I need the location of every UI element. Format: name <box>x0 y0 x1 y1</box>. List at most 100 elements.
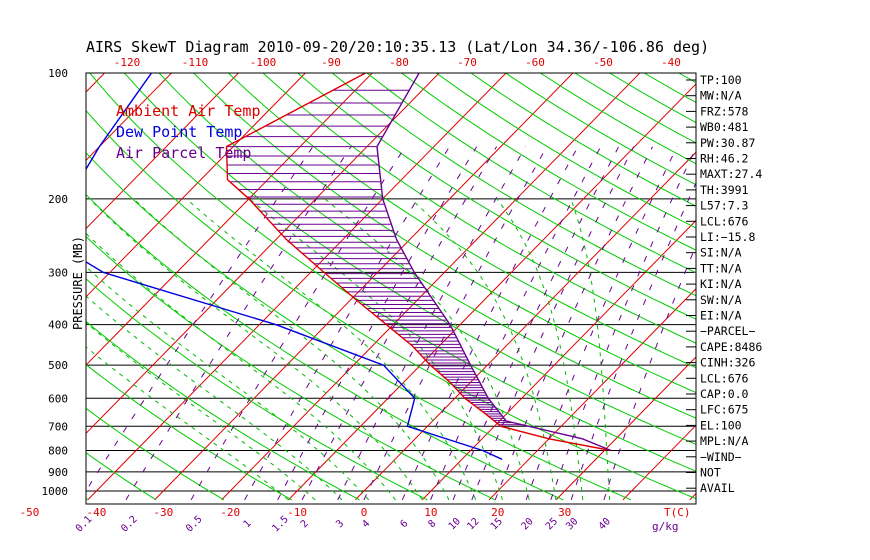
pressure-tick-label: 800 <box>48 444 68 457</box>
isotherm-line <box>86 73 307 298</box>
top-temperature-tick-label: -100 <box>250 56 277 69</box>
moist-adiabat-line <box>324 198 530 501</box>
top-temperature-tick-label: -110 <box>182 56 209 69</box>
mixing-ratio-tick-label: 12 <box>465 516 481 532</box>
moist-adiabat-line <box>248 198 503 501</box>
dry-adiabat-line <box>86 407 225 501</box>
legend: Ambient Air Temp Dew Point Temp Air Parcel… <box>116 102 261 162</box>
bottom-temperature-tick-label: -40 <box>86 506 106 519</box>
plot-grid <box>86 54 870 501</box>
mixing-ratio-line <box>301 146 498 501</box>
mixing-ratio-line <box>337 146 527 501</box>
bottom-temperature-tick-label: -30 <box>153 506 173 519</box>
mixing-ratio-tick-label: 1 <box>242 518 254 530</box>
index-label: SI:N/A <box>700 246 742 260</box>
isotherm-line <box>488 288 696 501</box>
pressure-tick-label: 400 <box>48 319 68 332</box>
index-label: TP:100 <box>700 73 742 87</box>
dry-adiabat-line <box>366 73 696 274</box>
top-temperature-axis-labels: -120 -110 -100 -90 -80 -70 -60 -50 -40 <box>114 56 681 69</box>
dry-adiabat-line <box>86 109 696 500</box>
index-label: SW:N/A <box>700 293 742 307</box>
pressure-tick-label: 700 <box>48 420 68 433</box>
index-label: CINH:326 <box>700 356 755 370</box>
moist-adiabat-line <box>410 198 557 500</box>
ambient-temperature-line <box>225 73 612 452</box>
mixing-ratio-tick-label: 0.2 <box>119 514 140 535</box>
pressure-tick-label: 500 <box>48 359 68 372</box>
moist-adiabat-line <box>86 266 370 501</box>
dry-adiabat-line <box>158 73 696 419</box>
dry-adiabat-line <box>677 73 696 84</box>
dry-adiabat-line <box>86 193 564 501</box>
bottom-temperature-tick-label: 10 <box>424 506 437 519</box>
dry-adiabat-line <box>86 278 428 501</box>
mixing-ratio-line <box>277 146 478 501</box>
top-temperature-tick-label: -120 <box>114 56 141 69</box>
mixing-ratio-tick-label: 40 <box>597 516 613 532</box>
dew-point-line <box>86 73 503 460</box>
dry-adiabat-line <box>296 73 696 320</box>
mixing-ratio-tick-label: 4 <box>360 518 372 530</box>
sounding-profiles <box>86 73 612 460</box>
mixing-ratio-line <box>86 146 314 492</box>
mixing-ratio-tick-label: 8 <box>427 518 439 530</box>
parcel-temperature-line <box>376 73 612 452</box>
isotherm-line <box>86 73 373 366</box>
index-label: −WIND− <box>700 450 742 464</box>
legend-entry: Dew Point Temp <box>116 123 242 141</box>
dry-adiabat-line <box>86 320 360 501</box>
pressure-tick-label: 600 <box>48 392 68 405</box>
dry-adiabat-line <box>781 54 870 500</box>
isotherm-line <box>86 73 240 230</box>
mixing-ratio-line <box>570 181 696 501</box>
pressure-tick-label: 300 <box>48 266 68 279</box>
index-label: PW:30.87 <box>700 136 755 150</box>
dry-adiabat-line <box>747 54 870 500</box>
moist-adiabat-line <box>86 232 396 501</box>
top-temperature-tick-label: -80 <box>389 56 409 69</box>
plot-frame <box>85 72 697 505</box>
top-temperature-tick-label: -60 <box>525 56 545 69</box>
isotherm-line <box>86 73 440 435</box>
mixing-ratio-line <box>603 244 696 501</box>
isotherm-lines <box>86 54 870 501</box>
mixing-ratio-lines <box>86 146 696 501</box>
mixing-ratio-line <box>244 146 450 501</box>
mixing-ratio-line <box>190 146 406 501</box>
moist-adiabat-line <box>86 322 316 501</box>
top-temperature-tick-label: -40 <box>661 56 681 69</box>
dry-adiabat-line <box>193 73 696 394</box>
mixing-ratio-line <box>125 146 352 501</box>
bottom-temperature-tick-label: -50 <box>20 506 40 519</box>
bottom-temperature-tick-label: -10 <box>287 506 307 519</box>
index-label: L57:7.3 <box>700 199 749 213</box>
mixing-ratio-tick-label: 0.5 <box>184 514 205 535</box>
mixing-ratio-tick-label: 20 <box>519 516 535 532</box>
index-label: CAPE:8486 <box>700 340 762 354</box>
pressure-tick-label: 900 <box>48 466 68 479</box>
isotherm-line <box>555 356 696 501</box>
index-label: EI:N/A <box>700 309 742 323</box>
pressure-tick-label: 200 <box>48 193 68 206</box>
dry-adiabat-line <box>848 54 870 500</box>
index-label: KI:N/A <box>700 277 742 291</box>
index-label: LCL:676 <box>700 214 749 228</box>
isotherm-line <box>824 54 870 500</box>
mixing-ratio-tick-label: 3 <box>334 518 346 530</box>
isotherm-line <box>221 73 641 501</box>
index-label: WB0:481 <box>700 120 749 134</box>
bottom-temperature-tick-label: 0 <box>361 506 368 519</box>
index-label: MAXT:27.4 <box>700 167 762 181</box>
dry-adiabat-line <box>331 73 696 297</box>
index-label: TT:N/A <box>700 261 742 275</box>
moist-adiabat-line <box>86 295 343 501</box>
isotherm-line <box>154 73 574 501</box>
dry-adiabat-line <box>227 73 696 369</box>
dry-adiabat-line <box>504 73 696 186</box>
bottom-temperature-tick-label: 30 <box>558 506 571 519</box>
chart-title: AIRS SkewT Diagram 2010-09-20/20:10:35.1… <box>86 38 709 56</box>
index-label: MW:N/A <box>700 89 742 103</box>
